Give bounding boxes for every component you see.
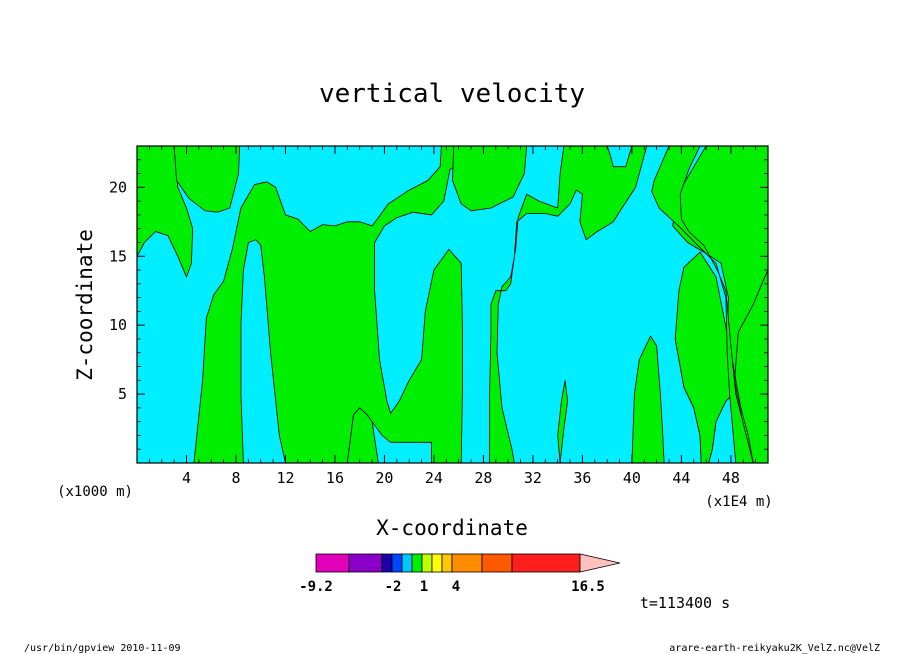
y-tick-label: 10 xyxy=(109,316,127,334)
x-tick-label: 12 xyxy=(276,469,294,487)
colorbar-tick-label: 16.5 xyxy=(571,579,605,595)
footer-right: arare-earth-reikyaku2K_VelZ.nc@VelZ xyxy=(669,643,880,654)
x-tick-label: 44 xyxy=(672,469,690,487)
footer-left: /usr/bin/gpview 2010-11-09 xyxy=(24,643,181,654)
contour-region-11 xyxy=(672,146,768,463)
contour-region-3 xyxy=(193,146,484,463)
y-axis-title: Z-coordinate xyxy=(73,229,97,381)
x-axis: 4 8 12 16 20 24 28 32 36 40 44 48 xyxy=(148,146,757,487)
x-tick-label: 48 xyxy=(722,469,740,487)
time-label: t=113400 s xyxy=(640,594,730,612)
colorbar-tick-label: 1 xyxy=(420,579,428,595)
x-tick-label: 24 xyxy=(425,469,443,487)
colorbar-segment xyxy=(411,553,423,573)
colorbar-arrow xyxy=(579,553,621,573)
x-tick-label: 40 xyxy=(623,469,641,487)
colorbar-segment xyxy=(431,553,443,573)
colorbar-segment xyxy=(381,553,393,573)
contour-region-1 xyxy=(137,146,194,279)
contour-region-7 xyxy=(557,380,569,463)
colorbar-segment xyxy=(315,553,350,573)
colorbar-ticks: -9.2 -2 1 4 16.5 xyxy=(299,579,605,595)
x-tick-label: 20 xyxy=(375,469,393,487)
plot-area xyxy=(136,145,769,464)
contour-region-8 xyxy=(631,335,665,463)
contour-region-6 xyxy=(489,146,648,463)
colorbar-segment xyxy=(421,553,433,573)
x-tick-label: 36 xyxy=(573,469,591,487)
colorbar-segment xyxy=(401,553,413,573)
colorbar-segment xyxy=(391,553,403,573)
plot-frame xyxy=(136,145,769,464)
x-axis-title: X-coordinate xyxy=(376,516,528,540)
x-tick-label: 8 xyxy=(231,469,240,487)
contour-region-2 xyxy=(173,146,241,213)
x-tick-label: 16 xyxy=(326,469,344,487)
contour-region-12 xyxy=(651,146,754,463)
x-tick-label: 4 xyxy=(182,469,191,487)
colorbar-tick-label: -2 xyxy=(385,579,402,595)
colorbar-tick-label: 4 xyxy=(452,579,460,595)
y-tick-label: 15 xyxy=(109,247,127,265)
y-tick-label: 5 xyxy=(118,385,127,403)
colorbar-segment xyxy=(348,553,383,573)
colorbar-segment xyxy=(451,553,483,573)
contour-region-4 xyxy=(346,407,379,463)
x-unit-right: (x1E4 m) xyxy=(705,494,772,510)
x-unit-left: (x1000 m) xyxy=(57,484,133,500)
colorbar-tick-label: -9.2 xyxy=(299,579,333,595)
x-tick-label: 28 xyxy=(474,469,492,487)
colorbar-segment xyxy=(481,553,513,573)
chart-title: vertical velocity xyxy=(319,79,585,109)
x-tick-label: 32 xyxy=(524,469,542,487)
colorbar-segment xyxy=(511,553,581,573)
y-tick-label: 20 xyxy=(109,178,127,196)
contour-region-5 xyxy=(452,146,528,212)
colorbar-segment xyxy=(441,553,453,573)
y-axis: 5 10 15 20 xyxy=(109,159,768,450)
colorbar xyxy=(315,553,621,573)
